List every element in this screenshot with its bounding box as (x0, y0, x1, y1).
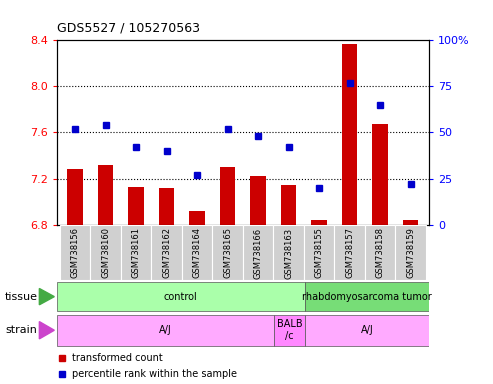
Bar (305, 315, 429, 346)
Bar (395, 225, 426, 280)
Bar (128, 187, 143, 225)
Bar (273, 225, 304, 280)
Bar (274, 315, 305, 346)
Bar (98, 165, 113, 225)
Bar (60, 225, 90, 280)
Text: strain: strain (5, 325, 37, 335)
Text: control: control (164, 291, 198, 302)
Text: GSM738163: GSM738163 (284, 227, 293, 278)
Text: GSM738156: GSM738156 (70, 227, 79, 278)
Text: GSM738157: GSM738157 (345, 227, 354, 278)
Bar (342, 44, 357, 225)
Polygon shape (39, 322, 54, 339)
Text: GSM738158: GSM738158 (376, 227, 385, 278)
Bar (243, 225, 273, 280)
Text: GSM738160: GSM738160 (101, 227, 110, 278)
Polygon shape (39, 288, 54, 305)
Bar (373, 124, 387, 225)
Text: A/J: A/J (360, 325, 373, 335)
Text: GSM738161: GSM738161 (132, 227, 141, 278)
Bar (57, 315, 274, 346)
Bar (159, 188, 174, 225)
Bar (68, 169, 83, 225)
Text: GSM738159: GSM738159 (406, 227, 415, 278)
Text: percentile rank within the sample: percentile rank within the sample (71, 369, 237, 379)
Bar (250, 176, 266, 225)
Bar (305, 282, 429, 311)
Text: GSM738166: GSM738166 (253, 227, 263, 278)
Bar (90, 225, 121, 280)
Text: transformed count: transformed count (71, 353, 162, 362)
Bar (365, 225, 395, 280)
Text: tissue: tissue (5, 291, 38, 302)
Text: A/J: A/J (159, 325, 172, 335)
Bar (334, 225, 365, 280)
Text: rhabdomyosarcoma tumor: rhabdomyosarcoma tumor (302, 291, 432, 302)
Bar (189, 211, 205, 225)
Bar (304, 225, 334, 280)
Text: BALB
/c: BALB /c (277, 319, 302, 341)
Bar (57, 282, 305, 311)
Bar (212, 225, 243, 280)
Bar (220, 167, 235, 225)
Text: GSM738155: GSM738155 (315, 227, 323, 278)
Bar (182, 225, 212, 280)
Text: GSM738164: GSM738164 (193, 227, 202, 278)
Text: GSM738165: GSM738165 (223, 227, 232, 278)
Bar (121, 225, 151, 280)
Bar (281, 185, 296, 225)
Bar (151, 225, 182, 280)
Text: GSM738162: GSM738162 (162, 227, 171, 278)
Text: GDS5527 / 105270563: GDS5527 / 105270563 (57, 21, 200, 34)
Bar (403, 220, 418, 225)
Bar (312, 220, 327, 225)
